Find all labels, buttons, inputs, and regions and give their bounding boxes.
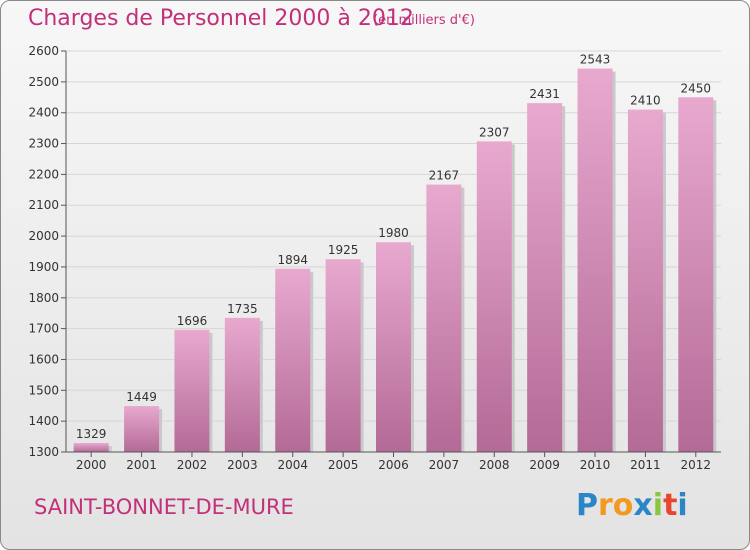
y-tick-label: 2400 (28, 106, 59, 120)
data-label: 2307 (479, 125, 510, 139)
y-tick-label: 2200 (28, 167, 59, 181)
logo-letter: t (663, 488, 678, 523)
axes (61, 50, 721, 457)
y-tick-label: 1800 (28, 291, 59, 305)
bar-2002 (174, 329, 210, 452)
data-label: 1696 (177, 314, 208, 328)
x-tick-label: 2006 (378, 458, 409, 472)
data-label: 2410 (630, 94, 661, 108)
commune-name: SAINT-BONNET-DE-MURE (34, 495, 294, 519)
bar-2004 (275, 268, 311, 452)
logo-letter: x (633, 488, 653, 523)
y-tick-label: 2600 (28, 44, 59, 58)
y-tick-label: 1700 (28, 322, 59, 336)
bar-2007 (426, 184, 462, 452)
bar-2011 (627, 109, 663, 452)
data-label: 2431 (529, 87, 560, 101)
y-tick-label: 2000 (28, 229, 59, 243)
bar-2000 (73, 443, 109, 452)
bar-2008 (476, 141, 512, 453)
x-tick-label: 2011 (630, 458, 661, 472)
y-tick-label: 1600 (28, 352, 59, 366)
y-tick-label: 2500 (28, 75, 59, 89)
y-tick-label: 2300 (28, 137, 59, 151)
x-tick-label: 2008 (479, 458, 510, 472)
x-tick-label: 2012 (681, 458, 712, 472)
x-tick-label: 2005 (328, 458, 359, 472)
logo-letter: o (612, 488, 634, 523)
logo-letter: i (652, 488, 664, 523)
data-label: 2450 (681, 81, 712, 95)
bar-2010 (577, 68, 613, 452)
y-tick-label: 1500 (28, 383, 59, 397)
data-label: 1925 (328, 243, 359, 257)
bar-2009 (527, 103, 563, 452)
x-tick-label: 2009 (529, 458, 560, 472)
x-tick-label: 2001 (126, 458, 157, 472)
x-tick-label: 2002 (177, 458, 208, 472)
logo-letter: r (598, 488, 613, 523)
bar-2003 (224, 317, 260, 452)
y-tick-label: 2100 (28, 198, 59, 212)
bars (73, 68, 717, 453)
chart-subtitle: (en milliers d'€) (373, 13, 475, 28)
x-tick-label: 2000 (76, 458, 107, 472)
logo-letter: i (677, 488, 688, 523)
bar-2012 (678, 97, 714, 453)
labels: 1300 1400 1500 1600 1700 1800 1900 2000 2100 2200… (28, 44, 711, 472)
data-label: 1449 (126, 390, 157, 404)
x-tick-label: 2004 (277, 458, 308, 472)
data-label: 1735 (227, 302, 258, 316)
data-label: 2167 (429, 169, 460, 183)
logo-letter: P (576, 488, 598, 523)
bar-2005 (325, 259, 361, 452)
data-label: 2543 (580, 53, 611, 67)
y-tick-label: 1400 (28, 414, 59, 428)
x-tick-label: 2007 (429, 458, 460, 472)
y-tick-label: 1900 (28, 260, 59, 274)
chart-title: Charges de Personnel 2000 à 2012 (28, 6, 414, 31)
proxiti-logo: Proxiti (576, 488, 688, 523)
bar-2001 (124, 406, 160, 452)
x-tick-label: 2003 (227, 458, 258, 472)
data-label: 1980 (378, 226, 409, 240)
data-label: 1894 (277, 253, 308, 267)
data-label: 1329 (76, 427, 107, 441)
x-tick-label: 2010 (580, 458, 611, 472)
y-tick-label: 1300 (28, 445, 59, 459)
bar-2006 (376, 242, 411, 452)
